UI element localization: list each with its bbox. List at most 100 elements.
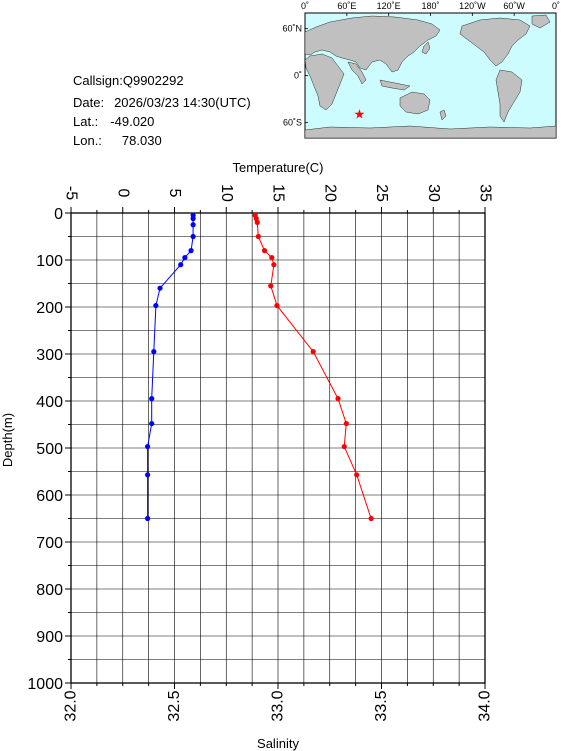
temperature-data-point (255, 233, 261, 240)
salinity-data-point (178, 262, 184, 268)
salinity-tick-label: 34.0 (477, 690, 494, 721)
map-lon-label: 120˚W (459, 1, 486, 11)
depth-tick-label: 0 (54, 206, 63, 223)
temperature-tick-label: 5 (166, 189, 183, 198)
callsign-row: Callsign:Q9902292 (73, 73, 184, 88)
map-ticks (304, 13, 557, 123)
temperature-data-point (261, 248, 268, 254)
depth-tick-label: 200 (36, 300, 63, 317)
temperature-data-point (368, 515, 374, 522)
temperature-data-point (268, 283, 274, 289)
temperature-tick-label: 20 (321, 184, 338, 202)
map-land (304, 14, 557, 139)
series-layer (144, 212, 374, 522)
salinity-data-point (144, 443, 151, 450)
salinity-data-point (153, 302, 159, 309)
chart-grid (70, 212, 486, 684)
map-labels: 0˚ 60˚E 120˚E 180˚ 120˚W 60˚W 0˚ 60˚N 0˚ 60˚S (282, 1, 560, 127)
temperature-profile-line (254, 215, 372, 519)
depth-tick-label: 700 (36, 535, 63, 552)
lat-value: -49.020 (110, 114, 155, 129)
salinity-data-point (190, 233, 196, 240)
temperature-data-point (335, 396, 341, 402)
north-america-landmass (459, 17, 531, 67)
map-lon-label: 60˚E (337, 1, 356, 11)
salinity-data-point (151, 349, 157, 355)
station-marker: ★ (354, 106, 366, 121)
temperature-data-point (269, 255, 275, 261)
salinity-profile-line (147, 215, 194, 519)
australia-landmass (399, 91, 431, 115)
temperature-axis-label: Temperature(C) (232, 160, 323, 175)
salinity-tick-label: 33.5 (373, 690, 390, 721)
salinity-data-point (149, 420, 155, 427)
date-label: Date: (73, 95, 105, 110)
lon-label: Lon.: (73, 133, 102, 148)
depth-tick-label: 300 (36, 347, 63, 364)
date-value: 2026/03/23 14:30(UTC) (114, 95, 251, 110)
salinity-tick-label: 32.5 (166, 690, 183, 721)
indonesia-landmass (379, 79, 411, 91)
temperature-data-point (354, 472, 360, 478)
japan-landmass (421, 41, 431, 55)
lon-row: Lon.: 78.030 (73, 133, 162, 148)
eurasia-landmass (304, 15, 441, 73)
temperature-tick-label: 15 (270, 184, 287, 202)
depth-tick-label: 800 (36, 582, 63, 599)
south-america-landmass (495, 69, 523, 123)
salinity-data-point (149, 396, 155, 402)
india-landmass (347, 61, 367, 85)
station-info: Callsign:Q9902292 Date: 2026/03/23 14:30(… (73, 0, 251, 148)
map-lon-label: 120˚E (377, 1, 401, 11)
salinity-data-point (144, 472, 151, 478)
salinity-data-point (157, 285, 163, 291)
map-lat-label: 60˚N (282, 24, 302, 34)
temperature-data-point (254, 219, 260, 225)
temperature-data-point (341, 443, 347, 450)
salinity-tick-label: 32.0 (63, 690, 80, 721)
temperature-data-point (310, 349, 316, 355)
salinity-data-point (144, 515, 151, 522)
depth-tick-label: 500 (36, 441, 63, 458)
salinity-data-point (190, 216, 196, 222)
temperature-tick-label: 30 (425, 184, 442, 202)
depth-axis-label: Depth(m) (0, 413, 15, 467)
salinity-data-point (188, 248, 194, 254)
temperature-tick-label: 0 (114, 189, 131, 198)
map-lon-label: 0˚ (301, 1, 309, 11)
lat-row: Lat.: -49.020 (73, 114, 154, 129)
lat-label: Lat.: (73, 114, 99, 129)
map-lon-label: 0˚ (552, 1, 560, 11)
map-lat-label: 60˚S (283, 117, 302, 127)
temperature-data-point (271, 262, 277, 268)
temperature-tick-label: 10 (218, 184, 235, 202)
temperature-tick-label: 25 (373, 184, 390, 202)
map-lat-label: 0˚ (294, 71, 302, 81)
temperature-data-point (274, 302, 280, 309)
map-lon-label: 180˚ (421, 1, 439, 11)
temperature-tick-label: 35 (477, 184, 494, 202)
temperature-data-point (343, 420, 349, 427)
date-row: Date: 2026/03/23 14:30(UTC) (73, 95, 251, 110)
salinity-data-point (190, 222, 196, 228)
temperature-tick-label: -5 (63, 186, 80, 200)
salinity-axis-label: Salinity (257, 736, 299, 751)
antarctica-landmass (304, 125, 557, 139)
greenland-landmass (531, 14, 551, 29)
map-lon-label: 60˚W (503, 1, 525, 11)
depth-tick-label: 900 (36, 629, 63, 646)
callsign-value: Q9902292 (122, 73, 184, 88)
depth-tick-label: 600 (36, 488, 63, 505)
salinity-tick-label: 33.0 (270, 690, 287, 721)
new-zealand-landmass (439, 109, 447, 121)
lon-value: 78.030 (121, 133, 162, 148)
depth-tick-label: 1000 (27, 676, 63, 693)
location-map: 0˚ 60˚E 120˚E 180˚ 120˚W 60˚W 0˚ 60˚N 0˚ 60˚S ★ (282, 1, 560, 139)
salinity-data-point (182, 255, 188, 261)
depth-tick-label: 400 (36, 394, 63, 411)
callsign-label: Callsign: (73, 73, 123, 88)
africa-landmass (304, 53, 345, 111)
